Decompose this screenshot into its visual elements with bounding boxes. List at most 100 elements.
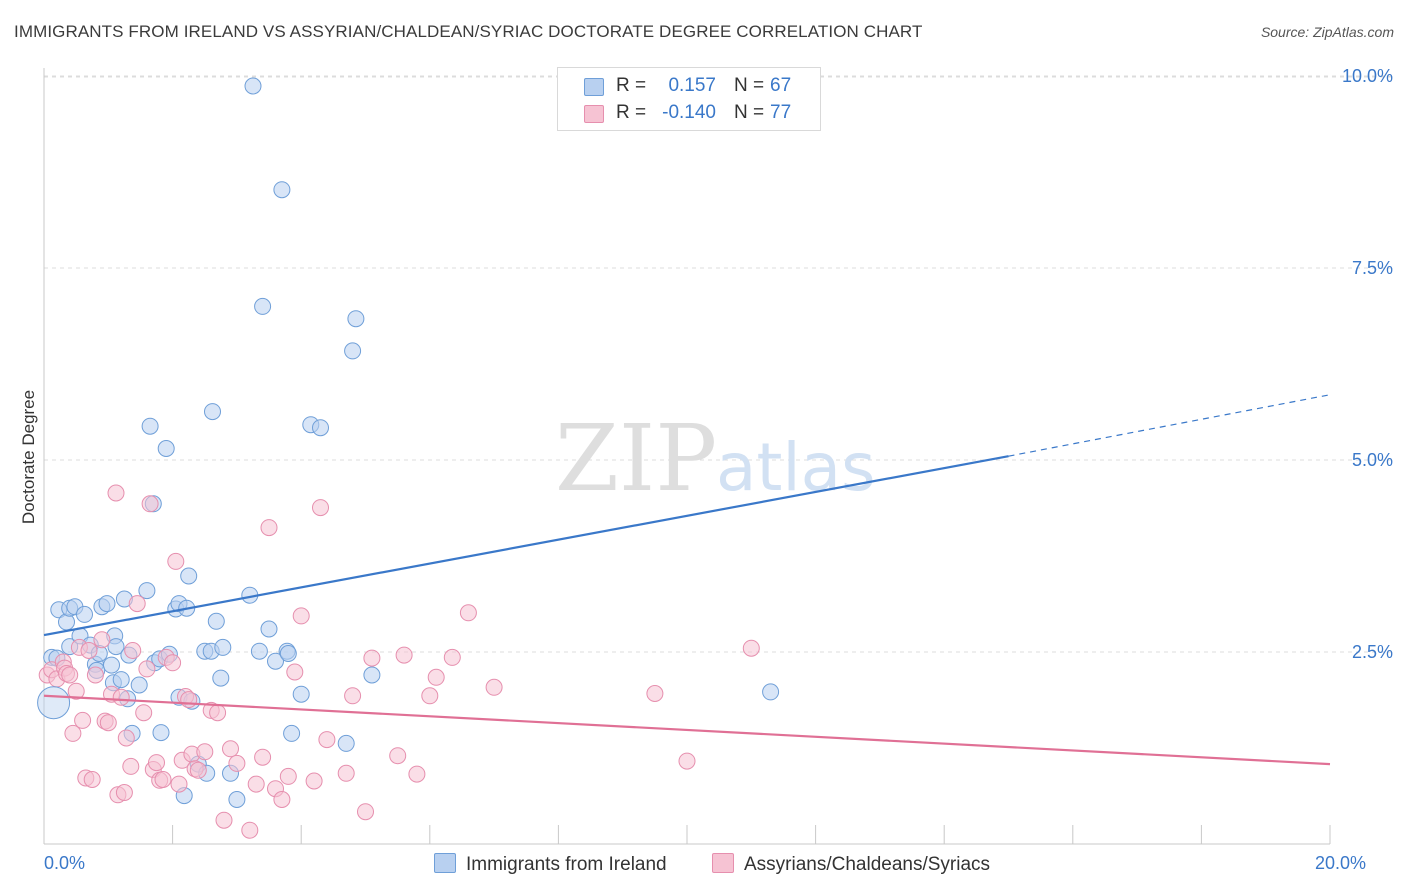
watermark-zip: ZIP [555,405,717,512]
assyrian-point [222,740,239,758]
assyrian-point [292,607,310,625]
ireland-point [98,595,116,613]
ireland-trend-extension [1008,394,1331,457]
assyrian-point [180,691,198,709]
r-label: R = [616,75,647,96]
ireland-point [337,734,355,752]
y-tick-label: 10.0% [1342,66,1393,86]
ireland-point [260,620,278,638]
watermark-atlas: atlas [716,429,876,506]
legend-item-ireland[interactable]: Immigrants from Ireland [434,851,667,879]
n-label: N = [734,75,765,96]
assyrian-point [427,668,445,686]
r-value: -0.140 [662,102,716,123]
ireland-point [130,676,148,694]
assyrian-point [64,724,82,742]
ireland-cluster-point [37,686,71,720]
ireland-point [212,669,230,687]
ireland-point [107,638,125,656]
legend-item-assyrian[interactable]: Assyrians/Chaldeans/Syriacs [712,851,990,879]
assyrian-point [395,646,413,664]
assyrian-point [215,811,233,829]
n-value: 67 [770,75,792,96]
assyrian-point [107,484,125,502]
assyrian-point [443,648,461,666]
assyrian-point [164,654,182,672]
assyrian-point [138,660,156,678]
ireland-point [244,77,262,95]
assyrian-point [318,731,336,749]
assyrian-point [170,775,188,793]
assyrian-point [67,682,85,700]
axis-layer: 2.5% 5.0% 7.5% 10.0% 0.0% 20.0% [43,66,1393,873]
n-label: N = [734,102,765,123]
assyrian-point [141,495,159,513]
assyrian-point [312,499,329,517]
r-label: R = [616,102,647,123]
x-tick-label: 20.0% [1315,853,1366,873]
ireland-point [103,656,120,674]
ireland-point [250,642,268,660]
ireland-point [204,403,221,421]
trend-layer [43,394,1331,766]
assyrian-point [273,791,291,808]
assyrian-point [344,687,362,705]
y-tick-label: 5.0% [1352,450,1393,470]
ireland-point [157,440,175,457]
ireland-point [283,724,301,742]
ireland-point [180,567,198,585]
grid-layer [44,75,1392,653]
assyrian-point [357,803,374,821]
ireland-point [347,310,365,328]
assyrian-point [115,784,133,801]
assyrian-point [389,747,407,765]
assyrian-point [122,757,140,775]
assyrian-point [408,765,426,783]
assyrian-point [209,704,227,722]
chart-title: IMMIGRANTS FROM IRELAND VS ASSYRIAN/CHAL… [14,22,923,41]
ireland-point [138,582,156,600]
ireland-point [207,612,225,630]
ireland-point [152,724,170,742]
ireland-point [267,652,284,670]
ireland-point [228,791,246,808]
assyrian-point [279,767,297,785]
source-label: Source: ZipAtlas.com [1260,24,1394,40]
assyrian-point [74,711,92,729]
assyrian-point [148,754,165,772]
assyrian-point [86,666,104,684]
ireland-point [344,342,362,360]
assyrian-point [305,772,323,790]
assyrian-point [260,519,278,537]
assyrian-point [112,688,130,706]
x-tick-label: 0.0% [44,853,85,873]
assyrian-point [124,642,142,659]
ireland-trend-line [43,455,1009,637]
assyrian-point [61,666,79,684]
ireland-point [292,685,310,703]
assyrian-point [228,754,246,772]
assyrian-point [337,764,355,782]
assyrian-point [286,663,304,681]
assyrian-point [421,687,439,705]
assyrian-point [189,761,207,779]
legend-label: Immigrants from Ireland [466,854,667,875]
pink-swatch [712,853,734,873]
assyrian-point [83,771,101,788]
series-legend: Immigrants from Ireland Assyrians/Chalde… [0,851,1406,879]
ireland-point [76,605,93,623]
assyrian-point [363,649,381,667]
assyrian-point [135,704,153,722]
assyrian-point [742,639,760,657]
assyrian-trend-line [43,694,1331,766]
ireland-point [279,645,297,662]
ireland-point [214,638,232,656]
assyrian-point [678,752,696,770]
pink-swatch [584,105,604,123]
assyrian-point [128,595,146,613]
y-axis-label: Doctorate Degree [19,390,38,524]
blue-swatch [584,78,604,96]
assyrian-point [196,743,214,761]
assyrian-point [247,775,265,793]
assyrian-point [167,552,185,570]
